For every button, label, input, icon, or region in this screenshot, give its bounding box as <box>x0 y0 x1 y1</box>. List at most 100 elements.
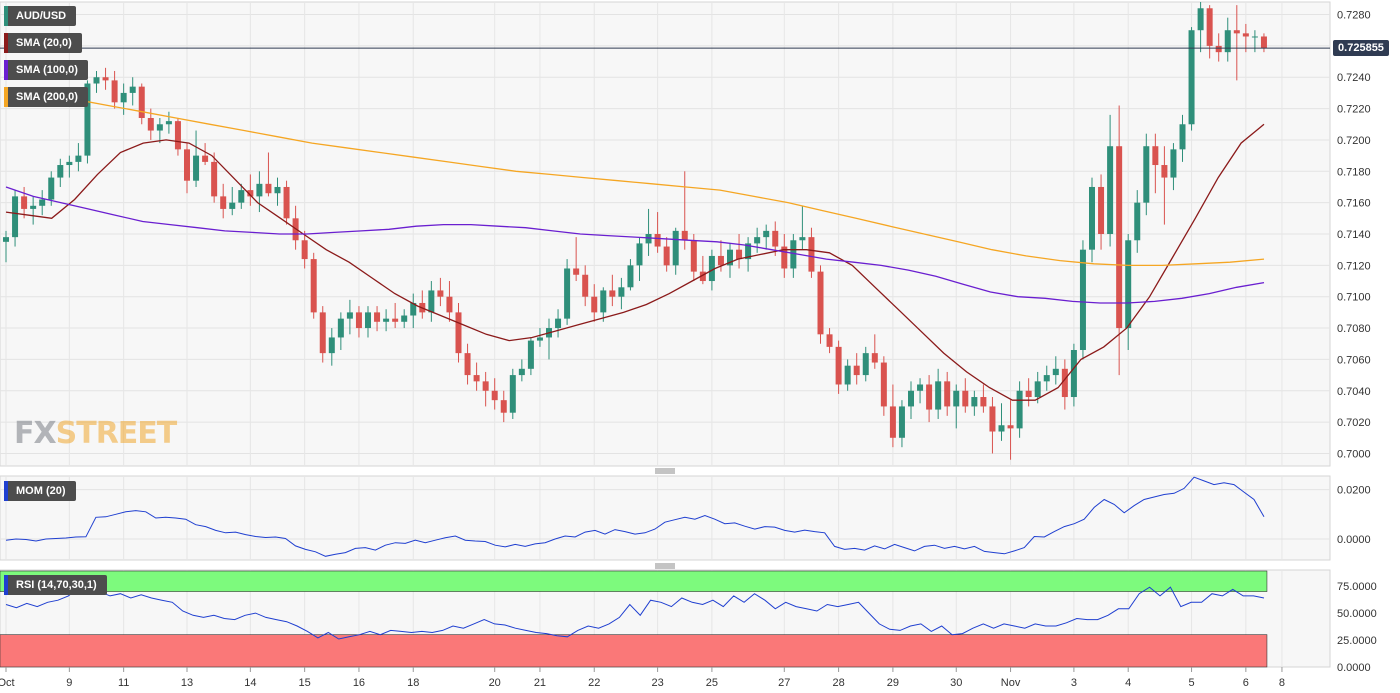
candle-body <box>57 165 64 178</box>
candle-body <box>1161 165 1168 178</box>
date-tick-label: 29 <box>887 677 899 689</box>
candle-body <box>410 302 417 316</box>
candle <box>1224 17 1231 62</box>
panel-resize-handle[interactable] <box>655 563 675 569</box>
candle-body <box>727 249 733 266</box>
candle-body <box>772 230 779 247</box>
sma-100-line <box>5 186 1265 304</box>
candle-body <box>708 255 715 282</box>
date-tick-label: Oct <box>0 677 15 689</box>
candle-body <box>636 243 643 266</box>
candle <box>174 118 181 156</box>
candle-body <box>174 121 181 150</box>
candle-body <box>645 234 652 244</box>
legend-rsi[interactable]: RSI (14,70,30,1) <box>4 575 107 595</box>
price-tick-label: 0.7000 <box>1337 448 1371 460</box>
candle-body <box>365 312 371 329</box>
candle-body <box>1034 381 1041 398</box>
date-tick-label: 13 <box>181 677 193 689</box>
date-tick-label: 18 <box>407 677 419 689</box>
candle-body <box>953 390 960 407</box>
candle-body <box>346 312 353 319</box>
candle <box>953 384 960 429</box>
candle <box>1052 356 1059 385</box>
mom-panel-grid <box>0 475 1331 561</box>
candle <box>410 293 417 329</box>
candle <box>790 234 797 278</box>
candle-body <box>1125 240 1132 329</box>
candle <box>1125 234 1132 350</box>
date-tick-label: 5 <box>1188 677 1194 689</box>
candle <box>781 234 788 278</box>
candle-body <box>681 230 688 241</box>
candle <box>93 70 100 93</box>
candle-body <box>1025 390 1032 398</box>
candle <box>283 180 290 225</box>
candle <box>618 277 625 310</box>
candle-body <box>1260 36 1267 49</box>
date-tick-label: 27 <box>778 677 790 689</box>
date-tick-label: 28 <box>832 677 844 689</box>
candle <box>880 356 887 416</box>
legend-mom[interactable]: MOM (20) <box>4 481 76 501</box>
mom-tick-label: 0.0200 <box>1337 485 1371 497</box>
candle-body <box>1197 8 1204 31</box>
candle-body <box>835 346 842 385</box>
candle <box>401 309 408 329</box>
candle-body <box>672 230 679 266</box>
candle-body <box>790 240 797 269</box>
candle-body <box>328 337 335 354</box>
candle <box>1070 343 1077 407</box>
candle-body <box>889 406 896 438</box>
candle <box>374 306 381 332</box>
candle <box>672 227 679 275</box>
candle <box>39 190 46 216</box>
candle-body <box>980 397 987 407</box>
price-tick-label: 0.7020 <box>1337 417 1371 429</box>
legend-aud-usd[interactable]: AUD/USD <box>4 6 77 26</box>
legend-sma-200[interactable]: SMA (200,0) <box>4 87 88 107</box>
candle-body <box>1007 425 1014 429</box>
candle <box>591 284 598 322</box>
candle <box>482 371 489 407</box>
price-tick-label: 0.7240 <box>1337 72 1371 84</box>
candle-body <box>880 362 887 407</box>
candle-body <box>962 390 969 407</box>
candle <box>935 368 942 419</box>
panel-resize-handle[interactable] <box>655 468 675 474</box>
candle-body <box>989 406 996 432</box>
panel-dividers[interactable] <box>655 468 675 569</box>
sma-20-line <box>5 123 1265 401</box>
candle-body <box>1233 30 1240 34</box>
candle <box>980 384 987 413</box>
candle <box>1179 114 1186 162</box>
candle <box>1016 381 1023 438</box>
candle-body <box>238 190 245 203</box>
candle-body <box>1215 45 1222 53</box>
date-tick-label: 4 <box>1125 677 1131 689</box>
candle <box>736 234 743 269</box>
candle-body <box>120 92 127 103</box>
candle <box>66 155 73 178</box>
candle-body <box>618 287 625 297</box>
candle-body <box>1143 146 1150 203</box>
legend-sma-20[interactable]: SMA (20,0) <box>4 33 82 53</box>
candle <box>428 281 435 322</box>
candle <box>871 334 878 369</box>
candle <box>111 70 118 109</box>
candle <box>229 186 236 216</box>
candle <box>681 171 688 250</box>
candle <box>355 306 362 338</box>
candle-body <box>383 318 390 322</box>
candle <box>165 111 172 134</box>
legend-sma-100[interactable]: SMA (100,0) <box>4 60 88 80</box>
candle <box>926 375 933 423</box>
candle-body <box>247 190 254 197</box>
date-tick-label: 16 <box>353 677 365 689</box>
candle-body <box>500 400 507 413</box>
candle <box>917 378 924 404</box>
price-tick-label: 0.7060 <box>1337 354 1371 366</box>
candle <box>129 77 136 106</box>
candle <box>156 118 163 144</box>
candle <box>247 174 254 206</box>
